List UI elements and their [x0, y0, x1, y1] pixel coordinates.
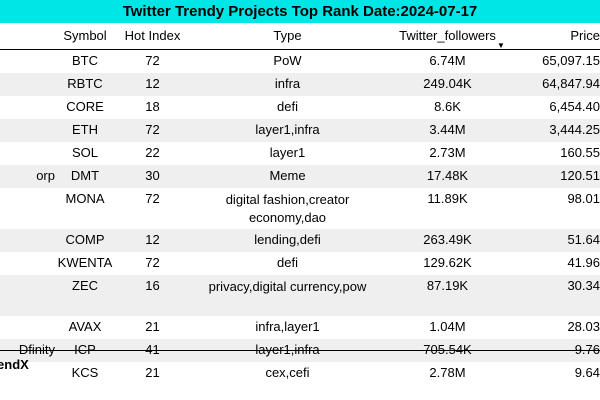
column-header-hot-index[interactable]: Hot Index	[124, 28, 181, 43]
cell-symbol: BTC	[72, 53, 98, 68]
column-header-twitter-followers[interactable]: Twitter_followers	[399, 28, 496, 43]
cell-price: 3,444.25	[549, 122, 600, 137]
cell-price: 98.01	[567, 191, 600, 206]
cell-symbol: AVAX	[68, 319, 102, 334]
cell-price: 9.64	[574, 365, 600, 380]
cell-price: 120.51	[560, 168, 600, 183]
cell-symbol: MONA	[65, 191, 105, 206]
cell-hot-index: 22	[145, 145, 160, 160]
cell-hot-index: 16	[145, 278, 160, 293]
cell-type: privacy,digital currency,pow	[208, 279, 367, 294]
cell-hot-index: 72	[145, 53, 160, 68]
cell-twitter-followers: 129.62K	[423, 255, 472, 270]
header-divider	[0, 49, 600, 50]
cell-name: Dfinity	[18, 342, 55, 357]
table-body: BTC 72 PoW 6.74M 65,097.15 RBTC 12 infra 249.04K…	[0, 50, 600, 385]
cell-twitter-followers: 249.04K	[423, 76, 472, 91]
cell-type: infra	[274, 76, 301, 91]
cell-type: layer1,infra	[255, 122, 320, 137]
table-row[interactable]: ZEC 16 privacy,digital currency,pow 87.19K 3…	[0, 275, 600, 316]
cell-hot-index: 12	[145, 232, 160, 247]
cell-twitter-followers: 2.78M	[429, 365, 466, 380]
table-header: Symbol Hot Index Type Twitter_followers …	[0, 23, 600, 50]
table-row[interactable]: MONA 72 digital fashion,creator economy,da…	[0, 188, 600, 229]
cell-hot-index: 72	[145, 255, 160, 270]
cell-price: 64,847.94	[542, 76, 600, 91]
cell-price: 30.34	[567, 278, 600, 293]
column-header-type[interactable]: Type	[273, 28, 302, 43]
table-title: Twitter Trendy Projects Top Rank Date:20…	[0, 0, 600, 23]
column-header-price[interactable]: Price	[570, 28, 600, 43]
column-header-symbol[interactable]: Symbol	[63, 28, 107, 43]
cell-hot-index: 72	[145, 191, 160, 206]
table-row[interactable]: CORE 18 defi 8.6K 6,454.40	[0, 96, 600, 119]
cell-twitter-followers: 1.04M	[429, 319, 466, 334]
cell-twitter-followers: 87.19K	[426, 278, 469, 293]
cell-type: PoW	[273, 53, 302, 68]
cell-symbol: ETH	[72, 122, 98, 137]
cell-twitter-followers: 705.54K	[423, 342, 472, 357]
footer-brand-text: rendX	[0, 357, 29, 372]
table-row[interactable]: orp DMT 30 Meme 17.48K 120.51	[0, 165, 600, 188]
footer-brand: rendX	[0, 357, 120, 372]
table-row[interactable]: AVAX 21 infra,layer1 1.04M 28.03	[0, 316, 600, 339]
cell-symbol: SOL	[71, 145, 98, 160]
cell-twitter-followers: 2.73M	[429, 145, 466, 160]
cell-price: 28.03	[567, 319, 600, 334]
cell-price: 9.76	[574, 342, 600, 357]
cell-hot-index: 18	[145, 99, 160, 114]
sort-descending-icon[interactable]: ▼	[497, 41, 505, 50]
cell-type: layer1	[269, 145, 306, 160]
cell-symbol: KWENTA	[57, 255, 113, 270]
cell-type: lending,defi	[254, 232, 321, 247]
cell-type: defi	[277, 255, 298, 270]
table-row[interactable]: KWENTA 72 defi 129.62K 41.96	[0, 252, 600, 275]
cell-hot-index: 41	[145, 342, 160, 357]
cell-hot-index: 12	[145, 76, 160, 91]
cell-twitter-followers: 3.44M	[429, 122, 466, 137]
cell-name: orp	[36, 168, 55, 183]
table-row[interactable]: KCS 21 cex,cefi 2.78M 9.64	[0, 362, 600, 385]
cell-type: digital fashion,creator economy,dao	[225, 192, 350, 225]
cell-price: 6,454.40	[549, 99, 600, 114]
cell-price: 65,097.15	[542, 53, 600, 68]
cell-type: layer1,infra	[255, 342, 320, 357]
cell-symbol: CORE	[66, 99, 104, 114]
cell-type: cex,cefi	[265, 365, 310, 380]
cell-symbol: KCS	[71, 365, 99, 380]
cell-twitter-followers: 8.6K	[434, 99, 461, 114]
cell-twitter-followers: 263.49K	[423, 232, 472, 247]
table-row[interactable]: BTC 72 PoW 6.74M 65,097.15	[0, 50, 600, 73]
cell-hot-index: 21	[145, 365, 160, 380]
cell-hot-index: 21	[145, 319, 160, 334]
table-bottom-divider	[0, 350, 600, 351]
cell-twitter-followers: 17.48K	[426, 168, 469, 183]
table-row[interactable]: SOL 22 layer1 2.73M 160.55	[0, 142, 600, 165]
cell-type: Meme	[269, 168, 306, 183]
cell-twitter-followers: 11.89K	[427, 191, 468, 206]
cell-type: defi	[277, 99, 298, 114]
cell-price: 160.55	[560, 145, 600, 160]
cell-hot-index: 30	[145, 168, 160, 183]
cell-type: infra,layer1	[255, 319, 320, 334]
cell-symbol: COMP	[65, 232, 105, 247]
table-row[interactable]: RBTC 12 infra 249.04K 64,847.94	[0, 73, 600, 96]
cell-twitter-followers: 6.74M	[429, 53, 466, 68]
cell-price: 41.96	[567, 255, 600, 270]
table-row[interactable]: ETH 72 layer1,infra 3.44M 3,444.25	[0, 119, 600, 142]
cell-symbol: DMT	[70, 168, 100, 183]
cell-symbol: ICP	[74, 342, 96, 357]
cell-symbol: ZEC	[72, 278, 98, 293]
cell-price: 51.64	[567, 232, 600, 247]
cell-hot-index: 72	[145, 122, 160, 137]
cell-symbol: RBTC	[67, 76, 103, 91]
table-row[interactable]: COMP 12 lending,defi 263.49K 51.64	[0, 229, 600, 252]
